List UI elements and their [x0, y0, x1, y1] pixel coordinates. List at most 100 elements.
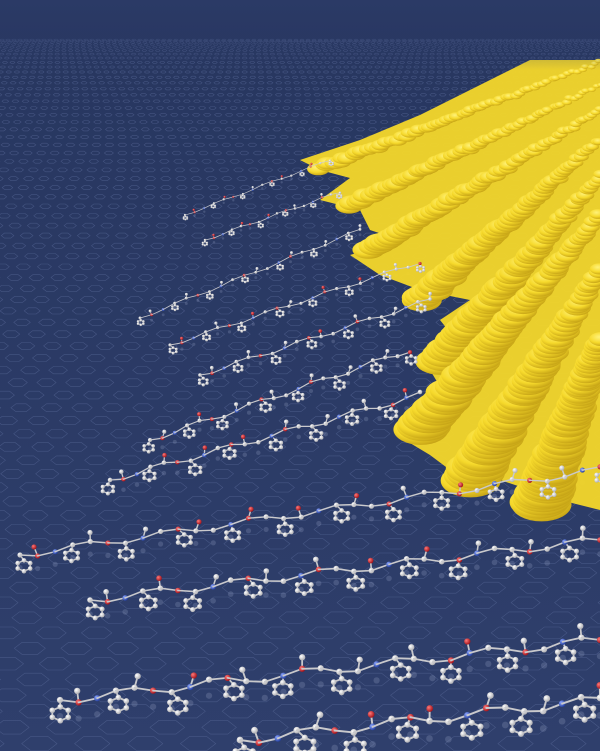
carbon-atom: [243, 584, 249, 590]
bond: [282, 667, 303, 677]
carbon-atom: [310, 738, 317, 745]
atom-reflection: [491, 559, 498, 566]
carbon-atom: [227, 446, 232, 452]
carbon-atom: [560, 554, 566, 560]
carbon-atom: [493, 486, 499, 492]
bond: [383, 268, 397, 273]
carbon-atom: [115, 694, 122, 701]
bond: [581, 537, 600, 541]
bond: [405, 391, 421, 399]
carbon-atom: [152, 471, 157, 476]
carbon-atom: [188, 534, 193, 540]
carbon-atom: [448, 664, 454, 671]
carbon-atom: [225, 420, 229, 425]
carbon-atom: [176, 307, 179, 311]
surface-lobe: [587, 87, 596, 92]
carbon-atom: [346, 583, 352, 589]
carbon-atom: [281, 310, 285, 314]
atom-reflection: [377, 416, 382, 422]
carbon-atom: [520, 637, 527, 644]
bond: [375, 657, 397, 666]
carbon-atom: [350, 331, 354, 335]
bond: [106, 597, 126, 603]
carbon-atom: [346, 336, 351, 340]
carbon-atom: [198, 465, 203, 470]
atom-reflection: [122, 609, 128, 615]
carbon-atom: [360, 583, 366, 589]
carbon-atom: [15, 560, 21, 566]
atom-reflection: [239, 229, 243, 232]
carbon-atom: [404, 721, 411, 728]
carbon-atom: [385, 278, 389, 282]
atom-reflection: [370, 282, 374, 286]
atom-reflection: [544, 560, 550, 566]
bond: [149, 437, 163, 441]
carbon-atom: [105, 491, 110, 496]
carbon-atom: [212, 206, 215, 209]
carbon-atom: [394, 414, 399, 419]
bond: [564, 469, 584, 478]
carbon-atom: [594, 472, 600, 478]
bond: [133, 686, 154, 692]
atom-reflection: [559, 654, 566, 662]
carbon-atom: [339, 508, 345, 513]
carbon-atom: [340, 196, 343, 199]
bond: [162, 302, 176, 310]
carbon-atom: [314, 344, 318, 348]
oxygen-atom: [318, 329, 323, 333]
atom-reflection: [316, 520, 322, 526]
oxygen-atom: [321, 285, 325, 289]
carbon-atom: [100, 484, 105, 489]
bond: [77, 697, 99, 704]
carbon-atom: [105, 482, 110, 487]
carbon-atom: [310, 745, 317, 751]
atom-reflection: [323, 249, 327, 253]
carbon-atom: [257, 223, 260, 226]
carbon-atom: [197, 381, 202, 385]
carbon-atom: [344, 419, 349, 424]
surface-lobe: [589, 332, 600, 347]
bond: [229, 322, 242, 327]
carbon-atom: [57, 704, 64, 710]
bond: [405, 301, 419, 309]
carbon-atom: [209, 365, 214, 370]
carbon-atom: [360, 748, 367, 751]
carbon-atom: [57, 717, 64, 724]
atom-reflection: [196, 299, 200, 302]
carbon-atom: [87, 529, 93, 536]
carbon-atom: [214, 206, 217, 209]
carbon-atom: [383, 318, 387, 323]
bond: [311, 423, 327, 428]
bond: [303, 201, 314, 207]
atom-reflection: [160, 445, 165, 450]
carbon-atom: [263, 409, 268, 413]
carbon-atom: [203, 244, 207, 247]
carbon-atom: [415, 308, 420, 312]
carbon-atom: [239, 692, 245, 698]
bond: [450, 652, 471, 662]
atom-reflection: [161, 313, 165, 317]
atom-reflection: [503, 662, 511, 669]
carbon-atom: [279, 693, 286, 700]
carbon-atom: [168, 347, 172, 351]
surface-lobe: [589, 209, 600, 219]
bond: [348, 229, 361, 234]
atom-reflection: [161, 470, 167, 476]
carbon-atom: [275, 310, 279, 314]
atom-reflection: [175, 470, 180, 475]
carbon-atom: [448, 572, 454, 578]
carbon-atom: [311, 299, 315, 302]
bond: [312, 196, 323, 203]
atom-reflection: [395, 363, 400, 368]
carbon-atom: [406, 562, 412, 568]
carbon-atom: [240, 324, 244, 328]
atom-reflection: [404, 507, 410, 513]
carbon-atom: [539, 492, 545, 498]
carbon-atom: [299, 654, 306, 661]
bond: [169, 342, 183, 346]
carbon-atom: [123, 698, 130, 704]
yellow-surface: [300, 58, 600, 522]
carbon-atom: [168, 350, 172, 354]
carbon-atom: [100, 489, 105, 494]
atom-reflection: [421, 570, 427, 576]
